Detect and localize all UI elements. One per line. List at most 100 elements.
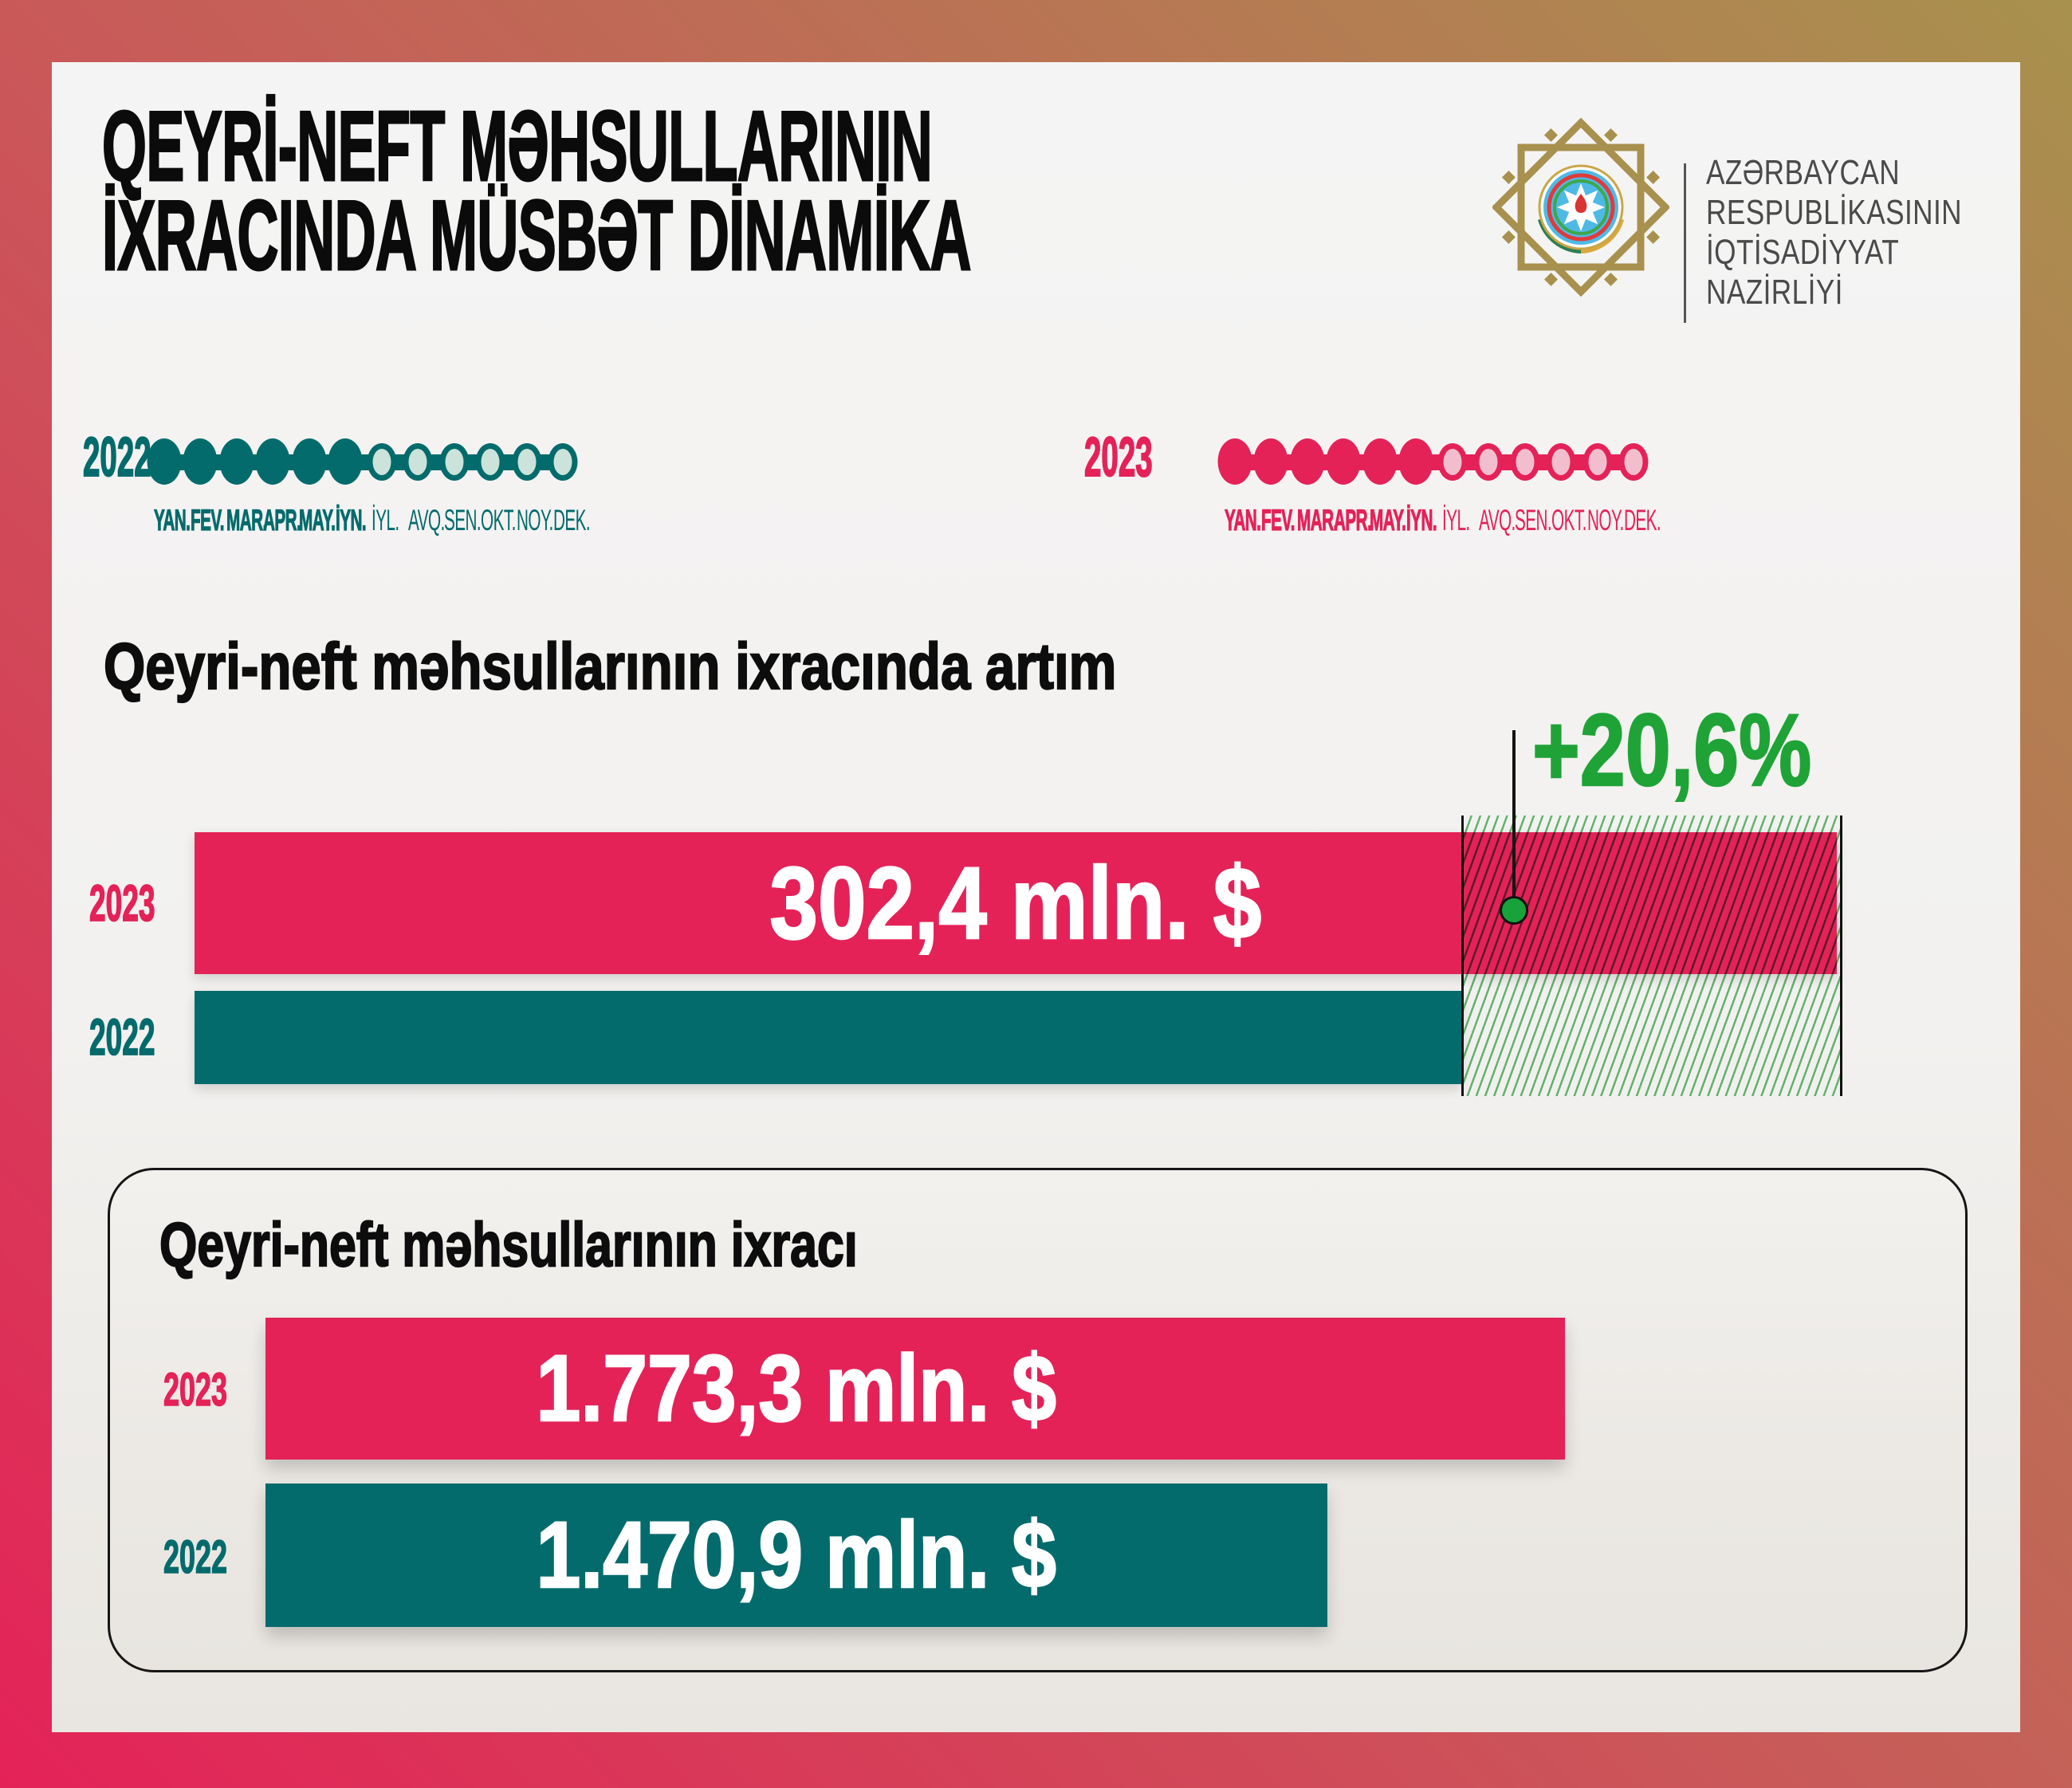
month-label: İYN. — [1406, 503, 1437, 536]
month-cell-yan: YAN. — [146, 435, 191, 539]
month-dot — [475, 443, 505, 481]
export-year-label-2022: 2022 — [163, 1531, 228, 1583]
month-cell-avq: AVQ. — [400, 435, 445, 539]
export-box: Qeyri-neft məhsullarının ixracı 1.773,3 … — [108, 1168, 1968, 1672]
month-dot — [1217, 438, 1252, 485]
month-dot — [255, 438, 290, 485]
month-cell-fev: FEV. — [1253, 435, 1295, 539]
month-cell-okt: OKT. — [473, 435, 516, 539]
export-bar-2023: 1.773,3 mln. $ — [265, 1318, 1565, 1460]
month-label: MAY. — [299, 503, 336, 536]
page-title-line2: İXRACINDA MÜSBƏT DİNAMİKA — [101, 181, 972, 291]
month-cell-may: MAY. — [291, 435, 336, 539]
ministry-name: AZƏRBAYCAN RESPUBLİKASININ İQTİSADİYYAT … — [1706, 153, 2026, 312]
month-label: AVQ. — [407, 504, 445, 536]
growth-bar-2022 — [195, 991, 1461, 1084]
month-label: SEN. — [1515, 504, 1552, 536]
month-cell-yan: YAN. — [1217, 435, 1262, 539]
month-cell-fev: FEV. — [183, 435, 224, 539]
month-dot — [1326, 438, 1361, 485]
logo-divider — [1684, 163, 1686, 323]
growth-section-title: Qeyri-neft məhsullarının ixracında artım — [103, 630, 1117, 704]
month-label: APR. — [262, 503, 301, 536]
month-dot — [1253, 438, 1288, 485]
export-bar-2022: 1.470,9 mln. $ — [265, 1483, 1327, 1627]
ministry-line4: NAZİRLİYİ — [1706, 273, 1843, 312]
month-label: OKT. — [480, 504, 516, 536]
month-cell-apr: APR. — [255, 435, 301, 539]
ministry-line3: İQTİSADİYYAT — [1706, 233, 1900, 272]
month-dot — [512, 443, 542, 481]
growth-percent-label: +20,6% — [1531, 693, 1812, 809]
month-dot — [1290, 438, 1325, 485]
month-label: NOY. — [517, 504, 553, 536]
month-dot — [1473, 443, 1504, 481]
month-dot — [548, 443, 578, 481]
month-dot — [1362, 438, 1398, 485]
month-label: SEN. — [444, 504, 482, 536]
month-label: YAN. — [154, 503, 191, 536]
month-dot — [403, 443, 433, 481]
month-label: OKT. — [1551, 504, 1586, 536]
month-dot — [292, 438, 327, 485]
growth-year-label-2023: 2023 — [88, 874, 155, 932]
ministry-line1: AZƏRBAYCAN — [1706, 153, 1901, 192]
month-dot — [1583, 443, 1613, 481]
month-dot — [367, 443, 397, 481]
month-label: FEV. — [1260, 503, 1295, 536]
month-cell-mar: MAR. — [1289, 435, 1339, 539]
month-cell-avq: AVQ. — [1471, 435, 1516, 539]
month-cell-apr: APR. — [1326, 435, 1372, 539]
month-cell-noy: NOY. — [509, 435, 553, 539]
month-label: DEK. — [1623, 504, 1661, 536]
month-dot — [1546, 443, 1576, 481]
timeline-year-label: 2022 — [82, 426, 151, 488]
month-label: FEV. — [190, 503, 224, 536]
month-cell-i̇yn: İYN. — [328, 435, 366, 539]
month-dot — [147, 438, 182, 485]
month-dot — [1618, 443, 1649, 481]
month-label: APR. — [1333, 503, 1371, 536]
page-title-line1: QEYRİ-NEFT MƏHSULLARININ — [101, 92, 933, 202]
month-label: AVQ. — [1478, 504, 1516, 536]
month-dot — [219, 438, 254, 485]
month-label: MAR. — [226, 503, 268, 536]
month-cell-i̇yl: İYL. — [1434, 435, 1471, 539]
timeline-track: YAN. FEV. MAR. APR. MAY. İYN. İYL. AVQ. SEN. OKT.… — [1217, 435, 1661, 539]
page-title: QEYRİ-NEFT MƏHSULLARININ İXRACINDA MÜSBƏ… — [101, 92, 1600, 291]
month-cell-sen: SEN. — [436, 435, 482, 539]
month-cell-i̇yl: İYL. — [364, 435, 400, 539]
month-label: NOY. — [1587, 504, 1624, 536]
month-cell-dek: DEK. — [545, 435, 591, 539]
month-cell-mar: MAR. — [218, 435, 268, 539]
month-dot — [1398, 438, 1433, 485]
export-year-label-2023: 2023 — [163, 1364, 228, 1416]
month-cell-may: MAY. — [1362, 435, 1407, 539]
month-dot — [1510, 443, 1540, 481]
month-cell-okt: OKT. — [1543, 435, 1586, 539]
month-label: İYN. — [335, 503, 366, 536]
month-label: DEK. — [552, 504, 591, 536]
export-bar-2022-value: 1.470,9 mln. $ — [536, 1502, 1057, 1609]
timeline-track: YAN. FEV. MAR. APR. MAY. İYN. İYL. AVQ. SEN. OKT.… — [146, 435, 591, 539]
month-label: MAY. — [1370, 503, 1407, 536]
month-cell-i̇yn: İYN. — [1398, 435, 1437, 539]
month-cell-noy: NOY. — [1579, 435, 1624, 539]
timeline-year-label: 2023 — [1083, 426, 1153, 488]
month-label: İYL. — [1442, 504, 1470, 536]
month-label: YAN. — [1225, 503, 1262, 536]
export-box-title: Qeyri-neft məhsullarının ixracı — [159, 1208, 858, 1280]
ministry-line2: RESPUBLİKASININ — [1706, 193, 1962, 232]
growth-pointer-line — [1512, 730, 1516, 899]
month-dot — [328, 438, 363, 485]
month-cell-dek: DEK. — [1616, 435, 1661, 539]
month-cell-sen: SEN. — [1507, 435, 1552, 539]
month-label: İYL. — [372, 504, 399, 536]
growth-pointer-dot — [1500, 896, 1528, 925]
month-dot — [439, 443, 470, 481]
month-dot — [1437, 443, 1468, 481]
month-label: MAR. — [1297, 503, 1339, 536]
export-bar-2023-value: 1.773,3 mln. $ — [536, 1335, 1057, 1443]
growth-year-label-2022: 2022 — [88, 1008, 155, 1066]
